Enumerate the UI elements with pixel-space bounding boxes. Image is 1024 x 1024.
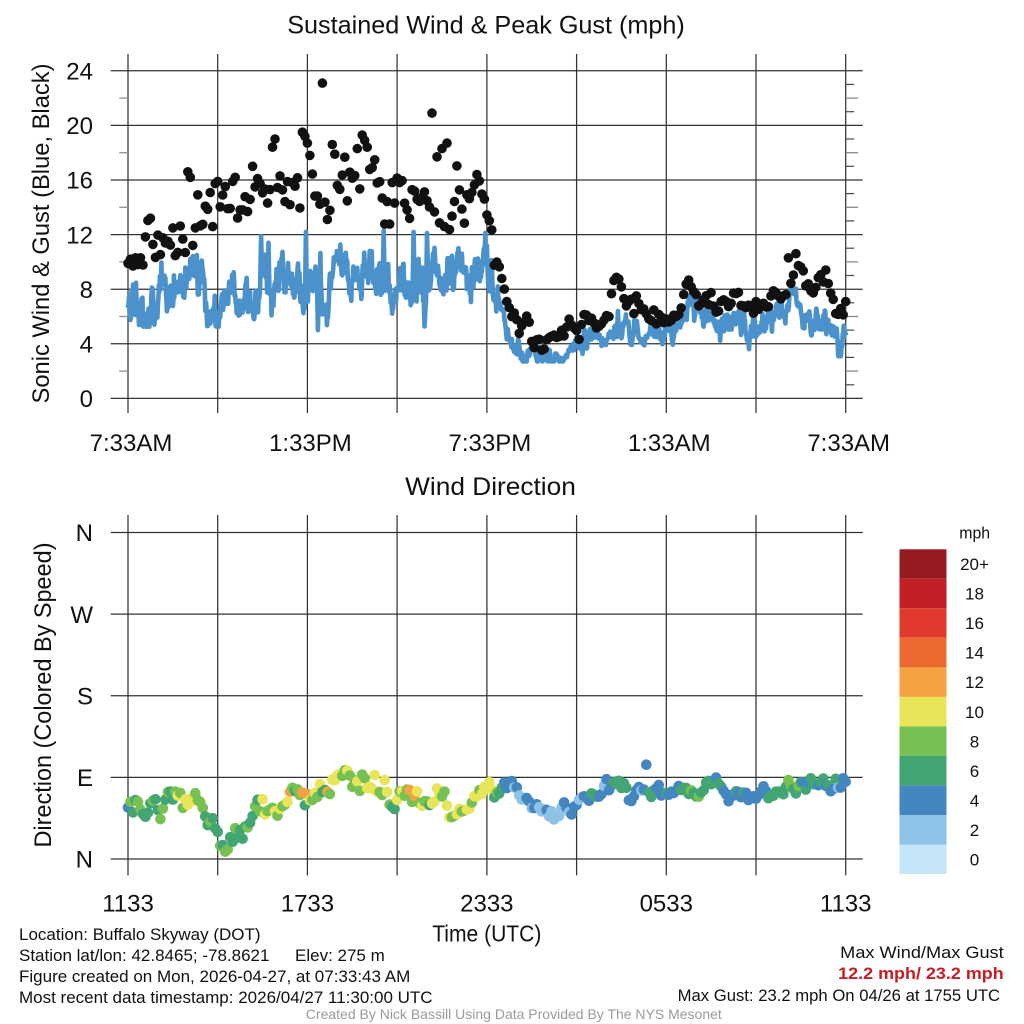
svg-text:12: 12: [965, 673, 984, 692]
svg-text:0533: 0533: [640, 891, 693, 918]
svg-text:W: W: [70, 602, 93, 629]
svg-text:12: 12: [66, 222, 93, 249]
svg-text:Station lat/lon: 42.8465; -78.: Station lat/lon: 42.8465; -78.8621: [19, 946, 269, 965]
svg-text:12.2 mph/ 23.2 mph: 12.2 mph/ 23.2 mph: [838, 964, 1004, 983]
svg-text:Max Wind/Max Gust: Max Wind/Max Gust: [840, 943, 1004, 962]
svg-text:N: N: [76, 520, 93, 547]
svg-text:1733: 1733: [281, 891, 334, 918]
svg-text:4: 4: [80, 332, 93, 359]
svg-text:16: 16: [66, 168, 93, 195]
svg-text:8: 8: [970, 732, 979, 751]
svg-text:Figure created on Mon, 2026-04: Figure created on Mon, 2026-04-27, at 07…: [19, 967, 410, 986]
svg-text:18: 18: [965, 585, 984, 604]
svg-text:Location: Buffalo Skyway (DOT): Location: Buffalo Skyway (DOT): [19, 925, 261, 944]
svg-text:7:33AM: 7:33AM: [807, 430, 890, 457]
svg-text:Most recent data timestamp: 20: Most recent data timestamp: 2026/04/27 1…: [19, 988, 433, 1007]
svg-text:7:33PM: 7:33PM: [448, 430, 531, 457]
svg-text:1133: 1133: [102, 891, 154, 918]
svg-text:8: 8: [80, 277, 93, 304]
svg-text:6: 6: [970, 762, 979, 781]
svg-text:Wind Direction: Wind Direction: [405, 473, 576, 501]
svg-text:1:33AM: 1:33AM: [628, 430, 711, 457]
svg-text:20: 20: [66, 113, 93, 140]
svg-text:N: N: [76, 847, 93, 874]
svg-text:mph: mph: [959, 524, 990, 543]
svg-text:Sustained Wind & Peak Gust (mp: Sustained Wind & Peak Gust (mph): [287, 12, 685, 40]
svg-text:4: 4: [970, 791, 979, 810]
svg-text:7:33AM: 7:33AM: [90, 430, 173, 457]
svg-text:1133: 1133: [820, 891, 872, 918]
svg-text:Time (UTC): Time (UTC): [432, 921, 541, 947]
svg-text:24: 24: [66, 59, 93, 86]
svg-text:20+: 20+: [960, 555, 989, 574]
svg-text:2333: 2333: [460, 891, 513, 918]
svg-text:Elev: 275 m: Elev: 275 m: [295, 946, 385, 965]
svg-text:Created By Nick Bassill Using: Created By Nick Bassill Using Data Provi…: [306, 1006, 722, 1022]
svg-text:0: 0: [80, 386, 93, 413]
svg-text:S: S: [77, 683, 93, 710]
svg-text:1:33PM: 1:33PM: [269, 430, 352, 457]
svg-text:0: 0: [970, 850, 979, 869]
svg-text:Max Gust: 23.2 mph On 04/26 at: Max Gust: 23.2 mph On 04/26 at 1755 UTC: [678, 986, 1001, 1005]
svg-text:Sonic Wind & Gust (Blue, Black: Sonic Wind & Gust (Blue, Black): [29, 64, 55, 404]
svg-text:Direction (Colored By Speed): Direction (Colored By Speed): [31, 543, 57, 848]
svg-text:14: 14: [965, 644, 984, 663]
svg-text:10: 10: [965, 703, 984, 722]
svg-text:E: E: [77, 765, 93, 792]
svg-text:16: 16: [965, 614, 984, 633]
svg-text:2: 2: [970, 821, 979, 840]
